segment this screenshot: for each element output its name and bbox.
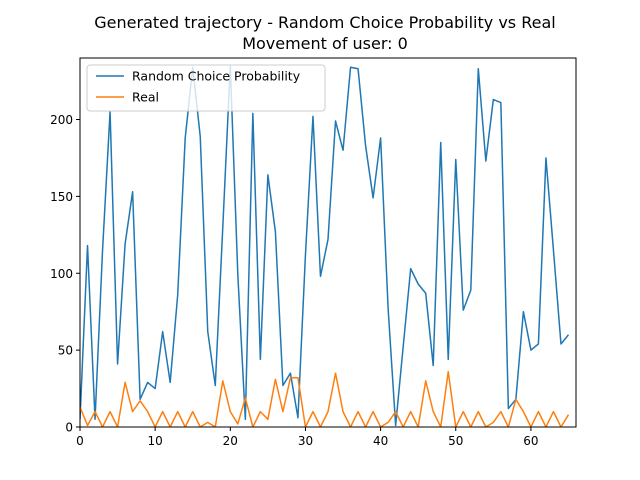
x-tick-label: 60 [523,434,538,448]
x-tick-label: 10 [148,434,163,448]
legend-box [86,64,326,112]
x-tick-label: 20 [223,434,238,448]
y-tick-label: 100 [50,267,73,281]
x-tick-label: 0 [76,434,84,448]
chart-title: Generated trajectory - Random Choice Pro… [94,13,555,32]
legend-label-1: Real [132,90,159,105]
plot-lines [80,64,570,427]
x-tick-label: 40 [373,434,388,448]
legend-label-0: Random Choice Probability [132,69,301,84]
series-line-0 [80,64,570,427]
y-tick-label: 50 [58,344,73,358]
y-tick-label: 0 [65,421,73,435]
series-line-1 [80,370,570,427]
legend: Random Choice Probability Real [86,64,326,112]
axes-frame [79,57,577,428]
y-tick-label: 200 [50,113,73,127]
chart-subtitle: Movement of user: 0 [242,34,408,53]
axes: 0 10 20 30 40 50 60 0 50 100 150 200 [50,57,577,448]
x-tick-label: 50 [448,434,463,448]
x-tick-label: 30 [298,434,313,448]
y-tick-label: 150 [50,190,73,204]
